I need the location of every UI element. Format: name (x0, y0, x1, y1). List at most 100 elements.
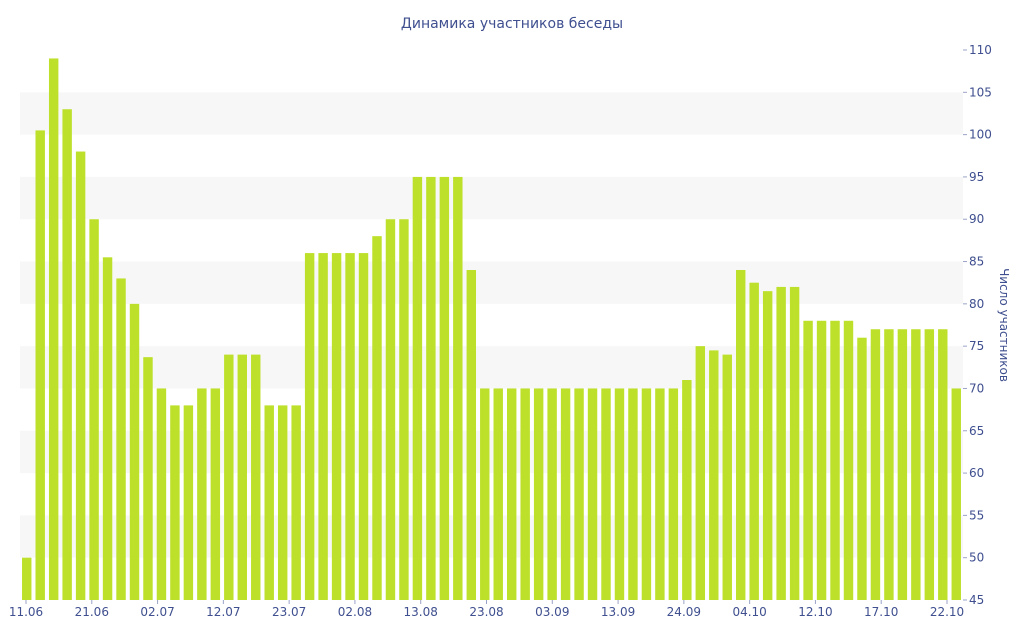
bar (762, 291, 773, 600)
bar (641, 388, 652, 600)
bar (224, 354, 234, 600)
grid-band (20, 92, 963, 135)
bar (197, 388, 207, 600)
bar (857, 337, 867, 600)
y-tick-label: 60 (969, 466, 984, 480)
bar (183, 405, 194, 600)
bar (62, 109, 72, 600)
bar (843, 320, 854, 600)
y-tick-label: 55 (969, 508, 984, 522)
bar (48, 58, 59, 600)
bar (951, 388, 961, 600)
bar (129, 303, 140, 600)
bar (304, 253, 315, 601)
y-tick-label: 85 (969, 255, 984, 269)
bar (385, 219, 396, 600)
bar (75, 151, 86, 601)
bar (439, 176, 450, 600)
y-tick-label: 100 (969, 128, 992, 142)
bar (210, 388, 221, 600)
x-tick-label: 04.10 (732, 605, 766, 619)
bar (574, 388, 584, 600)
y-tick-label: 95 (969, 170, 984, 184)
grid-band (20, 176, 963, 220)
bar (264, 405, 274, 600)
x-tick-label: 02.07 (140, 605, 174, 619)
y-tick-label: 50 (969, 551, 984, 565)
bar (237, 354, 247, 600)
y-axis-ticks: 45 50 55 60 65 70 75 80 85 90 95 100 105 110 (963, 43, 992, 607)
bar (628, 388, 638, 600)
bar (682, 380, 692, 600)
bar (722, 354, 732, 600)
x-tick-label: 13.09 (601, 605, 635, 619)
bar (736, 270, 746, 600)
x-tick-label: 23.08 (469, 605, 503, 619)
bar (35, 130, 45, 600)
bar (331, 253, 342, 601)
x-tick-label: 12.10 (798, 605, 832, 619)
bar (695, 346, 706, 600)
y-tick-label: 110 (969, 43, 992, 57)
bar (466, 270, 477, 600)
bar (399, 219, 409, 600)
bar (789, 286, 800, 600)
bar (520, 388, 530, 600)
bar (803, 320, 813, 600)
bar (493, 388, 503, 600)
bar (938, 329, 948, 600)
bar (911, 329, 921, 600)
bar (830, 320, 840, 600)
bar (372, 236, 382, 600)
bar (453, 176, 463, 600)
x-tick-label: 02.08 (338, 605, 372, 619)
y-tick-label: 75 (969, 339, 984, 353)
bar (156, 388, 167, 600)
bar (506, 388, 517, 600)
y-tick-label: 65 (969, 424, 984, 438)
x-tick-label: 17.10 (864, 605, 898, 619)
y-axis-title: Число участников (997, 268, 1011, 382)
bar (251, 354, 261, 600)
x-tick-label: 24.09 (667, 605, 701, 619)
bar (601, 388, 611, 600)
bar (547, 388, 557, 600)
bar (22, 557, 32, 600)
y-tick-label: 105 (969, 85, 992, 99)
bar (533, 388, 544, 600)
x-tick-label: 21.06 (75, 605, 109, 619)
bar (884, 329, 894, 600)
x-axis-ticks: 11.06 21.06 02.07 12.07 23.07 02.08 13.08 23.08… (9, 600, 964, 619)
bar (924, 329, 935, 600)
grid-band (20, 261, 963, 304)
y-tick-label: 80 (969, 297, 984, 311)
bar (897, 329, 908, 600)
bar (776, 286, 786, 600)
x-tick-label: 12.07 (206, 605, 240, 619)
bar (291, 405, 301, 600)
bar (709, 350, 719, 600)
chart-title: Динамика участников беседы (401, 16, 623, 32)
bar (143, 357, 153, 600)
bar (412, 176, 423, 600)
bar (358, 253, 369, 601)
bar (426, 176, 436, 600)
bar (655, 388, 665, 600)
x-tick-label: 22.10 (930, 605, 964, 619)
bar (614, 388, 625, 600)
bar (816, 320, 827, 600)
x-tick-label: 03.09 (535, 605, 569, 619)
bars (22, 58, 961, 601)
y-tick-label: 45 (969, 593, 984, 607)
bar (345, 253, 355, 601)
y-tick-label: 70 (969, 381, 984, 395)
bar (277, 405, 288, 600)
bar (170, 405, 180, 600)
bar (749, 282, 759, 600)
bar (587, 388, 598, 600)
bar (318, 253, 328, 601)
x-tick-label: 23.07 (272, 605, 306, 619)
x-tick-label: 11.06 (9, 605, 43, 619)
y-tick-label: 90 (969, 212, 984, 226)
